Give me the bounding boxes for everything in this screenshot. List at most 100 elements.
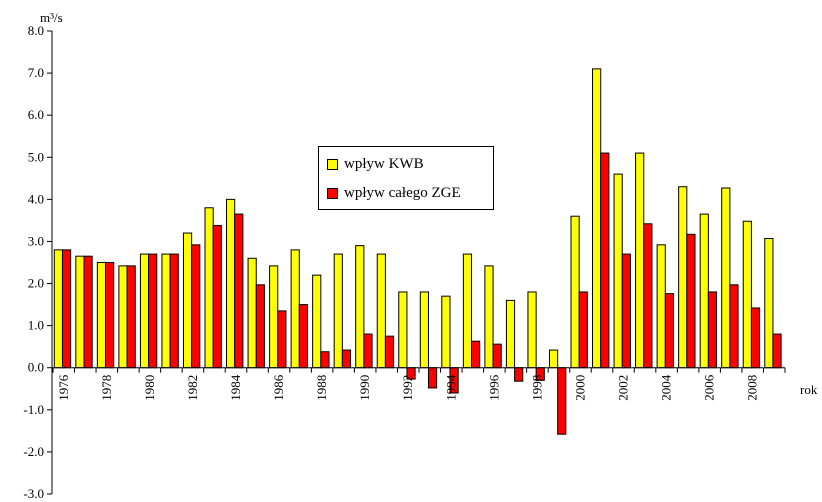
x-tick-label: 1984	[228, 374, 243, 401]
y-tick-label: 1.0	[28, 318, 44, 333]
bar-zge-1979	[126, 265, 136, 369]
bar-kwb-1995	[462, 253, 473, 369]
bar-kwb-1993	[419, 291, 429, 369]
y-tick-label: 7.0	[28, 65, 44, 80]
bar-kwb-1982	[182, 232, 193, 369]
x-axis-label: rok	[800, 382, 818, 397]
bar-kwb-1984	[226, 198, 236, 369]
x-tick-label: 1990	[357, 375, 372, 401]
bar-kwb-2003	[635, 152, 645, 369]
bar-kwb-1978	[96, 262, 107, 369]
y-tick-label: 4.0	[28, 191, 44, 206]
x-tick-label: 1994	[443, 374, 458, 401]
bar-zge-1993	[427, 367, 438, 389]
bar-kwb-1979	[118, 265, 128, 369]
bar-zge-1983	[212, 224, 222, 369]
bar-zge-1995	[471, 340, 481, 369]
y-tick-label: 2.0	[28, 276, 44, 291]
bar-kwb-1991	[376, 253, 386, 369]
x-tick-label: 2002	[616, 375, 631, 401]
bar-zge-1985	[255, 284, 265, 369]
x-tick-label: 1980	[142, 375, 157, 401]
x-tick-label: 1988	[314, 375, 329, 401]
bar-zge-2008	[750, 307, 761, 369]
bar-zge-1980	[148, 253, 158, 369]
bar-zge-1999	[557, 367, 567, 435]
bar-kwb-1987	[290, 249, 300, 369]
bar-kwb-1988	[312, 274, 322, 369]
bar-kwb-1994	[441, 295, 451, 369]
bar-zge-1986	[277, 310, 287, 369]
y-tick-label: 0.0	[28, 360, 44, 375]
y-tick-label: -1.0	[23, 402, 44, 417]
bar-zge-2005	[686, 233, 696, 369]
y-tick-label: 3.0	[28, 233, 44, 248]
y-axis-unit-label: m³/s	[40, 10, 63, 25]
x-tick-label: 1982	[185, 375, 200, 401]
bar-zge-1996	[492, 343, 502, 369]
bar-zge-1981	[169, 253, 179, 369]
bar-zge-2006	[707, 291, 718, 369]
bar-kwb-2004	[656, 244, 666, 369]
legend-label-kwb: wpływ KWB	[344, 155, 424, 172]
legend: wpływ KWB wpływ całego ZGE	[318, 146, 494, 210]
bar-kwb-2009	[764, 238, 774, 369]
bar-kwb-1986	[269, 265, 279, 369]
bars-group	[53, 68, 782, 435]
bar-kwb-1999	[548, 349, 559, 369]
y-tick-label: 6.0	[28, 107, 44, 122]
y-tick-label: 5.0	[28, 149, 44, 164]
y-tick-label: 8.0	[28, 23, 44, 38]
x-tick-label: 1992	[400, 375, 415, 401]
bar-kwb-2002	[613, 173, 623, 369]
axes-group: 8.0 7.0 6.0 5.0 4.0 3.0 2.0 1.0 0.0 -1.0 -2.0 -3.0 1…	[23, 23, 786, 501]
bar-zge-1982	[191, 244, 201, 369]
bar-kwb-2000	[570, 215, 580, 369]
bar-kwb-2001	[592, 68, 602, 369]
bar-zge-1997	[514, 367, 524, 382]
bar-kwb-1981	[161, 253, 171, 369]
x-tick-label: 1998	[529, 375, 544, 401]
bar-zge-1978	[105, 262, 115, 369]
y-tick-label: -2.0	[23, 444, 44, 459]
bar-kwb-1992	[398, 291, 408, 369]
bar-kwb-1996	[484, 265, 494, 369]
bar-kwb-1983	[204, 207, 214, 369]
bar-zge-1989	[341, 349, 352, 369]
bar-kwb-1976	[53, 249, 63, 369]
legend-label-zge: wpływ całego ZGE	[344, 184, 461, 201]
bar-zge-1990	[363, 333, 373, 369]
bar-zge-2002	[621, 253, 631, 369]
bar-kwb-1990	[355, 245, 365, 369]
legend-swatch-zge	[327, 187, 338, 199]
bar-zge-1976	[61, 249, 72, 369]
bar-kwb-1989	[333, 253, 343, 369]
bar-zge-1987	[298, 304, 308, 369]
bar-kwb-1977	[75, 255, 85, 369]
legend-item-zge: wpływ całego ZGE	[327, 182, 461, 204]
bar-kwb-1985	[247, 257, 257, 369]
legend-swatch-kwb	[327, 158, 338, 170]
bar-zge-2000	[578, 291, 588, 369]
bar-zge-1991	[384, 335, 395, 369]
y-tick-label: -3.0	[23, 486, 44, 501]
bar-zge-1988	[320, 351, 330, 369]
bar-kwb-2005	[678, 186, 688, 369]
bar-kwb-2006	[699, 213, 709, 369]
bar-zge-2004	[664, 293, 674, 369]
bar-kwb-1980	[139, 253, 150, 369]
x-tick-label: 2008	[745, 375, 760, 401]
x-tick-label: 2006	[702, 374, 717, 401]
x-tick-label: 1986	[271, 374, 286, 401]
bar-zge-2007	[729, 284, 739, 369]
bar-zge-2003	[643, 223, 653, 369]
bar-zge-1977	[83, 255, 93, 369]
bar-kwb-2007	[721, 187, 731, 369]
bar-zge-2009	[772, 333, 782, 369]
bar-zge-2001	[600, 152, 610, 369]
bar-kwb-2008	[742, 220, 752, 369]
x-tick-label: 2004	[659, 374, 674, 401]
bar-kwb-1997	[505, 299, 516, 369]
bar-zge-1984	[234, 213, 244, 369]
